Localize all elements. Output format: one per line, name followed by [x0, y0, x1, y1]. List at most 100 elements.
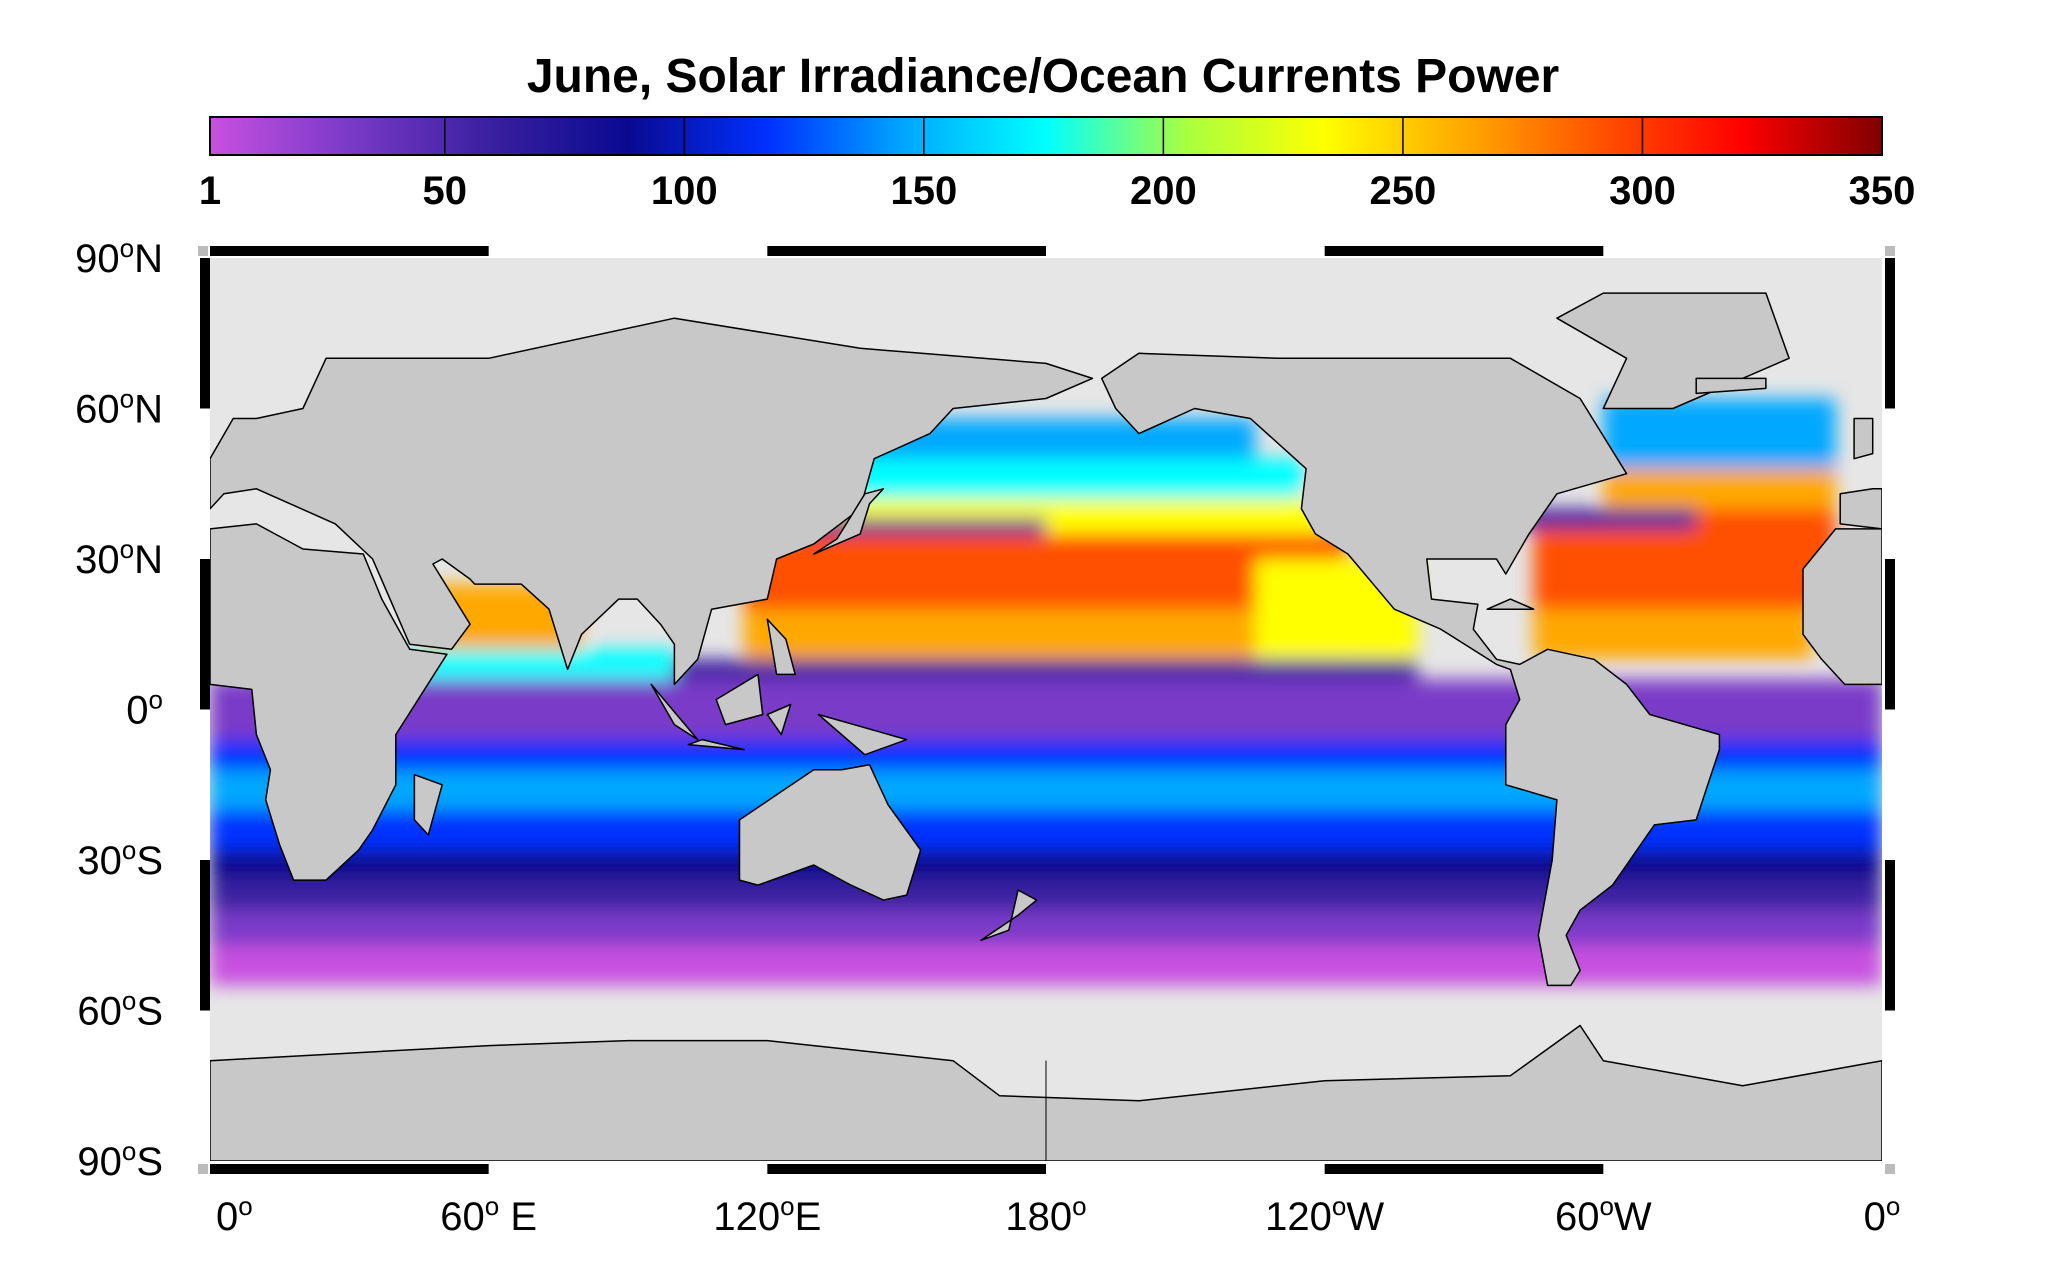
- land: [210, 292, 1882, 1161]
- land-shape: [210, 523, 448, 881]
- ocean-zone: [674, 659, 1418, 680]
- colorbar-gradient: [209, 116, 1883, 156]
- label-part: 60: [75, 388, 120, 432]
- label-part: 30: [77, 839, 122, 883]
- colorbar-tick-label: 250: [1370, 169, 1437, 213]
- ocean-zone: [210, 880, 1882, 911]
- label-part: o: [122, 986, 136, 1016]
- axis-label: 180o: [1005, 1191, 1086, 1239]
- axis-label: 30oN: [75, 534, 163, 582]
- label-part: o: [122, 1136, 136, 1166]
- axis-label: 90oN: [75, 233, 163, 281]
- label-part: 60: [77, 990, 122, 1034]
- frame-bar: [1324, 246, 1604, 256]
- frame-bar: [767, 1164, 1046, 1174]
- axis-label: 30oS: [77, 835, 163, 883]
- frame-bar: [1885, 559, 1895, 710]
- frame-corner: [1885, 246, 1895, 256]
- label-part: N: [134, 237, 163, 281]
- label-part: 90: [75, 237, 120, 281]
- land-shape: [210, 317, 1094, 686]
- label-part: W: [1346, 1195, 1384, 1239]
- map: [210, 258, 1882, 1161]
- land-shape: [813, 488, 885, 555]
- frame-bar: [1885, 258, 1895, 409]
- label-part: o: [1886, 1191, 1900, 1221]
- axis-label: 0o: [216, 1191, 253, 1239]
- label-part: S: [136, 990, 163, 1034]
- label-part: 90: [77, 1140, 122, 1184]
- axis-label: 90oS: [77, 1136, 163, 1184]
- colorbar-tick-label: 100: [651, 169, 718, 213]
- label-part: o: [1599, 1191, 1613, 1221]
- label-part: o: [1072, 1191, 1086, 1221]
- land-shape: [1839, 488, 1882, 530]
- ocean-zone: [744, 609, 1348, 660]
- colorbar-tick-label: 350: [1849, 169, 1916, 213]
- frame-bar: [200, 258, 210, 409]
- ocean-zone: [1533, 609, 1813, 660]
- frame-bar: [1324, 1164, 1604, 1174]
- label-part: o: [238, 1191, 252, 1221]
- ocean-zone: [1603, 468, 1836, 509]
- frame-bar: [767, 246, 1046, 256]
- axis-label: 60o E: [440, 1191, 537, 1239]
- title: June, Solar Irradiance/Ocean Currents Po…: [527, 50, 1559, 103]
- axis-label: 0o: [126, 685, 163, 733]
- label-part: E: [499, 1195, 537, 1239]
- label-part: o: [780, 1191, 794, 1221]
- label-part: 120: [713, 1195, 780, 1239]
- axis-label: 60oN: [75, 384, 163, 432]
- frame-bar: [210, 1164, 489, 1174]
- land-shape: [210, 1024, 1882, 1161]
- label-part: 120: [1265, 1195, 1332, 1239]
- frame-corner: [1885, 1164, 1895, 1174]
- land-shape: [687, 738, 745, 751]
- colorbar: 1 50 100 150 200 250 300 350: [199, 116, 1916, 213]
- label-part: N: [134, 538, 163, 582]
- label-part: N: [134, 388, 163, 432]
- axis-label: 0o: [1864, 1191, 1901, 1239]
- label-part: 0: [216, 1195, 238, 1239]
- label-part: o: [122, 835, 136, 865]
- frame-corner: [198, 246, 208, 256]
- label-part: 180: [1005, 1195, 1072, 1239]
- label-part: o: [120, 534, 134, 564]
- label-part: E: [795, 1195, 822, 1239]
- axis-label: 120oW: [1265, 1191, 1384, 1239]
- frame-bar: [200, 559, 210, 710]
- colorbar-tick-label: 1: [199, 169, 221, 213]
- ocean-zone: [1603, 398, 1836, 469]
- label-part: o: [149, 685, 163, 715]
- label-part: 0: [1864, 1195, 1886, 1239]
- axis-label: 60oS: [77, 986, 163, 1034]
- axis-label: 60oW: [1555, 1191, 1652, 1239]
- land-shape: [817, 713, 908, 756]
- frame-bar: [200, 860, 210, 1011]
- frame-bar: [1885, 860, 1895, 1011]
- colorbar-tick-label: 150: [890, 169, 957, 213]
- land-shape: [1695, 377, 1767, 395]
- ocean-zone: [210, 945, 1882, 986]
- land-shape: [413, 773, 443, 836]
- label-part: S: [136, 1140, 163, 1184]
- colorbar-tick-label: 300: [1609, 169, 1676, 213]
- land-shape: [980, 889, 1038, 942]
- colorbar-tick-label: 50: [423, 169, 468, 213]
- land-shape: [766, 618, 796, 676]
- ocean-zone: [813, 458, 1302, 499]
- map-area: [210, 258, 1882, 1161]
- ocean-zone: [744, 533, 1348, 610]
- label-part: 0: [126, 689, 148, 733]
- colorbar-tick-label: 200: [1130, 169, 1197, 213]
- land-shape: [1802, 528, 1882, 686]
- label-part: W: [1614, 1195, 1652, 1239]
- frame-bar: [210, 246, 489, 256]
- land-shape: [1100, 352, 1721, 987]
- frame-corner: [198, 1164, 208, 1174]
- label-part: 60: [440, 1195, 485, 1239]
- land-shape: [1486, 598, 1535, 610]
- land-shape: [650, 683, 699, 741]
- label-part: o: [1332, 1191, 1346, 1221]
